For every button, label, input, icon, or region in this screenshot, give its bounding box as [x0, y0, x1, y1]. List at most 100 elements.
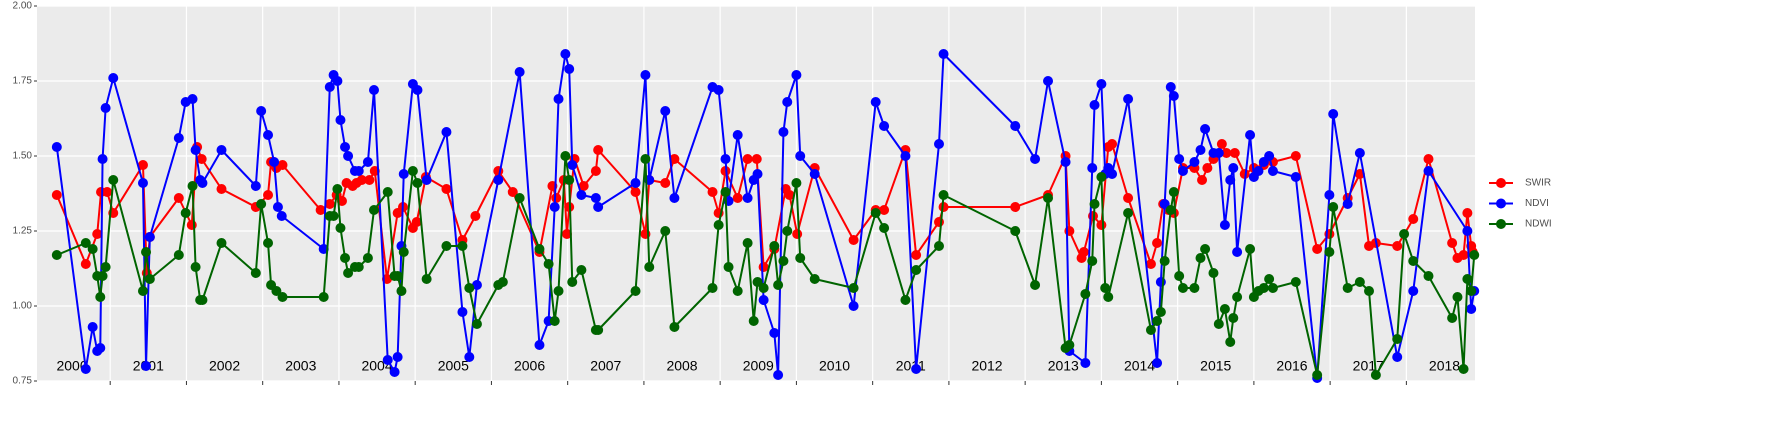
data-point — [720, 154, 731, 164]
data-point — [1399, 229, 1410, 239]
data-point — [848, 301, 859, 311]
data-point — [1087, 163, 1098, 173]
data-point — [369, 85, 380, 95]
legend-label: SWIR — [1525, 178, 1551, 189]
data-point — [100, 262, 111, 272]
year-label: 2008 — [666, 358, 697, 374]
data-point — [382, 187, 393, 197]
data-point — [784, 190, 795, 200]
data-point — [560, 151, 571, 161]
data-point — [1174, 271, 1185, 281]
data-point — [216, 184, 227, 194]
data-point — [553, 286, 564, 296]
data-point — [640, 70, 651, 80]
data-point — [1290, 172, 1301, 182]
data-point — [457, 241, 468, 251]
data-point — [567, 277, 578, 287]
data-point — [1229, 148, 1240, 158]
data-point — [1096, 220, 1107, 230]
data-point — [567, 160, 578, 170]
data-point — [318, 292, 329, 302]
data-point — [560, 49, 571, 59]
data-point — [335, 115, 346, 125]
data-point — [92, 229, 103, 239]
data-point — [507, 187, 518, 197]
data-point — [669, 322, 680, 332]
data-point — [95, 292, 106, 302]
data-point — [720, 187, 731, 197]
data-point — [900, 295, 911, 305]
data-point — [1100, 283, 1111, 293]
data-point — [1030, 154, 1041, 164]
data-point — [407, 166, 418, 176]
data-point — [773, 370, 784, 380]
data-point — [1087, 256, 1098, 266]
data-point — [1123, 94, 1134, 104]
data-point — [392, 352, 403, 362]
data-point — [353, 166, 364, 176]
data-point — [938, 202, 949, 212]
data-point — [752, 277, 763, 287]
data-point — [933, 217, 944, 227]
data-point — [1096, 172, 1107, 182]
data-point — [464, 352, 475, 362]
data-point — [1258, 283, 1269, 293]
data-point — [216, 238, 227, 248]
data-point — [879, 205, 890, 215]
data-point — [1392, 241, 1403, 251]
data-point — [108, 73, 119, 83]
data-point — [137, 178, 148, 188]
data-point — [392, 271, 403, 281]
data-point — [669, 193, 680, 203]
year-label: 2006 — [514, 358, 545, 374]
data-point — [190, 262, 201, 272]
data-point — [277, 292, 288, 302]
data-point — [362, 253, 373, 263]
data-point — [95, 343, 106, 353]
data-point — [1213, 148, 1224, 158]
legend-label: NDWI — [1525, 219, 1552, 230]
data-point — [732, 193, 743, 203]
year-label: 2013 — [1048, 358, 1079, 374]
data-point — [382, 355, 393, 365]
y-tick-label: 1.00 — [13, 301, 33, 312]
data-point — [1123, 208, 1134, 218]
data-point — [362, 157, 373, 167]
data-point — [553, 94, 564, 104]
data-point — [1010, 226, 1021, 236]
data-point — [578, 181, 589, 191]
data-point — [732, 286, 743, 296]
data-point — [879, 223, 890, 233]
data-point — [1152, 316, 1163, 326]
legend-key-point — [1496, 219, 1506, 229]
data-point — [933, 241, 944, 251]
data-point — [97, 154, 108, 164]
data-point — [1152, 358, 1163, 368]
data-point — [1216, 139, 1227, 149]
data-point — [534, 340, 545, 350]
data-point — [809, 274, 820, 284]
data-point — [1123, 193, 1134, 203]
data-point — [1264, 274, 1275, 284]
data-point — [1462, 274, 1473, 284]
data-point — [1423, 154, 1434, 164]
data-point — [412, 85, 423, 95]
data-point — [1159, 256, 1170, 266]
data-point — [644, 262, 655, 272]
year-label: 2011 — [896, 358, 926, 374]
data-point — [1219, 304, 1230, 314]
data-point — [398, 247, 409, 257]
legend-key-point — [1496, 198, 1506, 209]
data-point — [773, 280, 784, 290]
y-tick-label: 0.75 — [13, 376, 33, 387]
data-point — [791, 70, 802, 80]
data-point — [100, 103, 111, 113]
data-point — [1458, 364, 1469, 374]
data-point — [1064, 226, 1075, 236]
data-point — [593, 325, 604, 335]
data-point — [1159, 199, 1170, 209]
data-point — [576, 265, 587, 275]
data-point — [1225, 337, 1236, 347]
data-point — [848, 235, 859, 245]
data-point — [464, 283, 475, 293]
